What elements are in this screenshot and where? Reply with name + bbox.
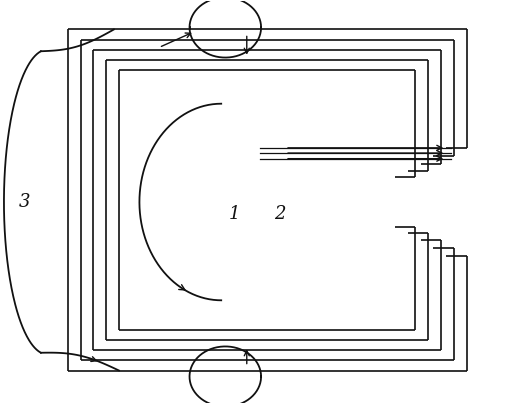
Text: 2: 2: [274, 205, 286, 223]
Text: 3: 3: [19, 193, 30, 211]
Text: 1: 1: [228, 205, 240, 223]
